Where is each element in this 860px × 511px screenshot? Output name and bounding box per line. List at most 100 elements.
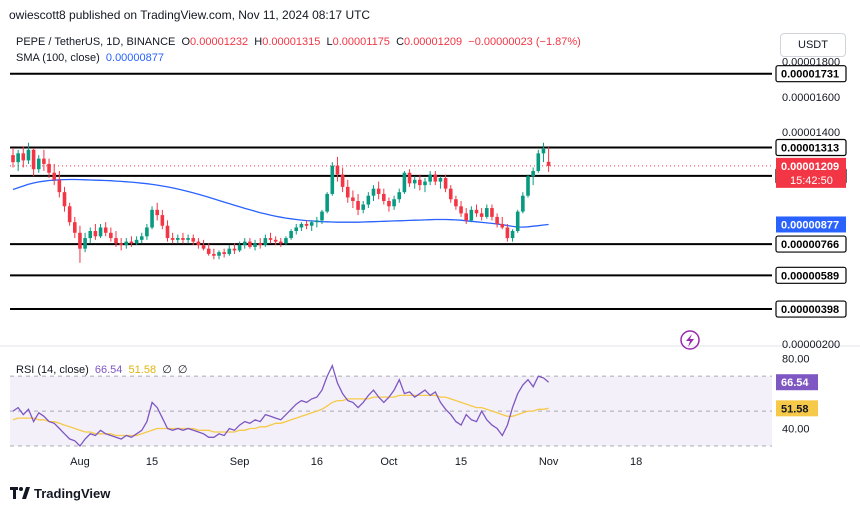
candle-body [253, 243, 257, 247]
symbol-name[interactable]: PEPE / TetherUS, 1D, BINANCE [16, 36, 176, 48]
candle-body [459, 206, 463, 214]
candle-body [129, 241, 134, 244]
candle-body [366, 195, 371, 205]
candle-body [176, 238, 180, 240]
candle-body [36, 158, 41, 170]
candle-body [289, 231, 293, 239]
tradingview-logo-text: TradingView [34, 486, 111, 501]
candle-body [284, 238, 288, 244]
high-label: H [254, 36, 263, 48]
candle-body [11, 155, 15, 163]
candle-body [232, 248, 237, 251]
candle-body [155, 209, 159, 216]
candle-body [309, 222, 314, 226]
rsi-ma-value-box [776, 400, 818, 417]
candle-body [242, 241, 247, 246]
price-tick-label: 0.00001400 [782, 127, 840, 139]
level-label-box [775, 300, 847, 318]
chart-canvas[interactable]: 0.000018000.000016000.000014000.00000200… [0, 28, 860, 480]
candle-body [258, 243, 262, 246]
candle-body [526, 176, 530, 196]
candle-body [299, 223, 304, 228]
candle-body [212, 253, 216, 256]
candle-body [217, 252, 221, 256]
candle-body [325, 193, 329, 212]
candle-body [191, 238, 196, 242]
candle-body [397, 192, 402, 200]
candle-body [93, 231, 98, 237]
candle-body [109, 232, 113, 239]
candle-body [521, 195, 525, 212]
x-axis-label: 18 [630, 456, 642, 468]
candle-body [103, 227, 108, 233]
candle-body [145, 227, 149, 237]
low-label: L [326, 36, 333, 48]
level-label-box [775, 266, 847, 284]
rsi-ma-value: 51.58 [128, 364, 157, 376]
candle-body [485, 208, 489, 217]
candle-body [376, 188, 381, 194]
sma-info-row[interactable]: SMA (100, close) 0.00000877 [16, 52, 164, 64]
change-value: −0.00000023 (−1.87%) [468, 36, 581, 48]
candle-body [340, 174, 345, 187]
open-label: O [181, 36, 191, 48]
level-label: 0.00001731 [781, 69, 839, 81]
candle-body [273, 239, 278, 242]
candle-body [469, 209, 474, 221]
sma-price-box [776, 216, 846, 233]
candle-body [160, 215, 165, 226]
level-label: 0.00000766 [781, 239, 839, 251]
level-label-box [775, 65, 847, 83]
open-value: 0.00001232 [190, 36, 249, 48]
candle-body [428, 174, 432, 182]
rsi-extra-2: ∅ [177, 364, 188, 376]
rsi-info-row[interactable]: RSI (14, close) 66.54 51.58 ∅ ∅ [16, 363, 188, 376]
current-price-label: 0.00001209 [781, 161, 839, 173]
candle-body [407, 172, 412, 184]
candle-body [479, 213, 484, 217]
low-value: 0.00001175 [332, 36, 390, 48]
candle-body [433, 174, 438, 182]
x-axis-label: Sep [230, 456, 250, 468]
candle-body [335, 165, 340, 175]
candle-body [62, 192, 67, 207]
level-label-box [775, 138, 847, 157]
chart-area[interactable]: 0.00001800 0.00001600 0.00001400 0.00000200… [0, 28, 860, 480]
sma-price-label: 0.00000877 [781, 219, 839, 231]
rsi-extra-1: ∅ [162, 364, 172, 376]
tradingview-logo[interactable]: TradingView [10, 486, 110, 501]
tradingview-logo-icon [10, 487, 30, 499]
candle-body [73, 222, 77, 233]
publisher-text: owiescott8 published on TradingView.com,… [9, 8, 371, 22]
candle-body [351, 197, 355, 201]
candle-body [279, 241, 283, 244]
current-price-box [776, 157, 846, 188]
candle-body [546, 161, 551, 166]
countdown-label: 15:42:50 [790, 175, 833, 187]
candle-body [227, 248, 232, 254]
candle-body [57, 179, 62, 193]
candle-body [124, 241, 129, 246]
candle-body [78, 232, 82, 249]
currency-button[interactable]: USDT [780, 33, 846, 57]
candle-body [495, 216, 499, 224]
candle-body [26, 149, 31, 161]
candle-body [304, 223, 309, 226]
candle-body [83, 238, 87, 249]
candle-body [500, 223, 505, 228]
candle-body [412, 179, 417, 184]
level-label: 0.00000398 [781, 304, 839, 316]
candle-body [201, 245, 206, 249]
candle-body [315, 220, 319, 223]
candle-body [356, 201, 360, 210]
candle-body [387, 201, 391, 207]
candle-body [170, 238, 175, 240]
candle-body [134, 239, 139, 244]
candle-body [402, 172, 407, 193]
candle-body [139, 236, 144, 240]
candle-body [330, 165, 335, 194]
candle-body [541, 148, 546, 154]
price-tick-label: 0.00000200 [782, 339, 840, 351]
x-axis-label: 15 [146, 456, 158, 468]
sma-value: 0.00000877 [105, 52, 165, 64]
